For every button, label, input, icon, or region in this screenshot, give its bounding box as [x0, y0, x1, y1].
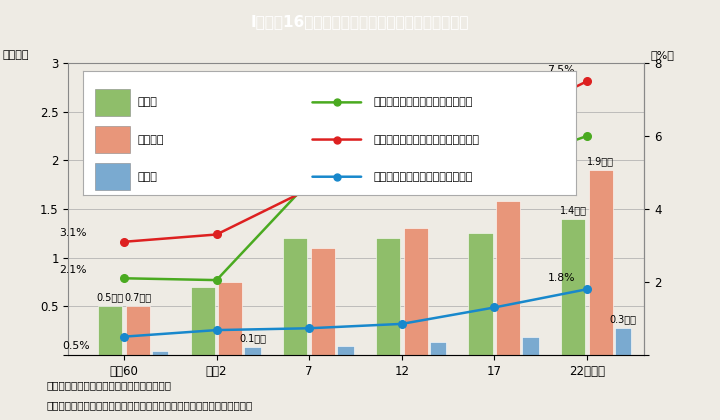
Text: 6.0%: 6.0%	[547, 120, 575, 130]
Bar	[98, 306, 122, 355]
Text: 1.9万人: 1.9万人	[588, 156, 614, 166]
Text: ２．「警察官等」は，警察官，海上保安官，鉄道公安員の合計。: ２．「警察官等」は，警察官，海上保安官，鉄道公安員の合計。	[47, 400, 253, 410]
Bar	[589, 170, 613, 355]
Text: 消防員: 消防員	[137, 172, 157, 182]
Bar	[561, 219, 585, 355]
Text: 0.3万人: 0.3万人	[610, 314, 636, 324]
Text: 0.7万人: 0.7万人	[125, 292, 151, 302]
Text: 2.1%: 2.1%	[59, 265, 87, 275]
Text: （%）: （%）	[650, 50, 674, 60]
FancyBboxPatch shape	[95, 126, 130, 153]
Bar	[218, 282, 243, 355]
Text: I－特－16図　女性の保安職の人数及び割合の推移: I－特－16図 女性の保安職の人数及び割合の推移	[251, 15, 469, 29]
Text: 0.5%: 0.5%	[62, 341, 89, 352]
Bar	[404, 228, 428, 355]
Bar	[615, 328, 631, 355]
Bar	[469, 233, 492, 355]
Text: 3.1%: 3.1%	[59, 228, 87, 238]
Text: 1.4万人: 1.4万人	[559, 205, 587, 215]
Text: 1.8%: 1.8%	[547, 273, 575, 283]
Bar	[152, 351, 168, 355]
Bar	[430, 342, 446, 355]
Text: 警察官等に占める女性割合（右軸）: 警察官等に占める女性割合（右軸）	[374, 134, 480, 144]
Text: 0.1万人: 0.1万人	[239, 333, 266, 343]
Text: （万人）: （万人）	[2, 50, 29, 60]
Bar	[522, 337, 539, 355]
Text: 7.5%: 7.5%	[547, 65, 575, 75]
Bar	[126, 306, 150, 355]
Bar	[337, 346, 354, 355]
Text: 0.5万人: 0.5万人	[96, 292, 124, 302]
Bar	[244, 347, 261, 355]
Text: 消防員に占める女性割合（右軸）: 消防員に占める女性割合（右軸）	[374, 172, 473, 182]
FancyBboxPatch shape	[95, 89, 130, 116]
Text: 自衛官に占める女性割合（右軸）: 自衛官に占める女性割合（右軸）	[374, 97, 473, 108]
Text: 自衛官: 自衛官	[137, 97, 157, 108]
Bar	[376, 238, 400, 355]
Bar	[496, 201, 521, 355]
FancyBboxPatch shape	[95, 163, 130, 190]
Text: 警察官等: 警察官等	[137, 134, 163, 144]
Bar	[311, 248, 335, 355]
Bar	[191, 287, 215, 355]
Text: （備考）１．総務省「国勢調査」より作成。: （備考）１．総務省「国勢調査」より作成。	[47, 380, 172, 390]
Bar	[283, 238, 307, 355]
